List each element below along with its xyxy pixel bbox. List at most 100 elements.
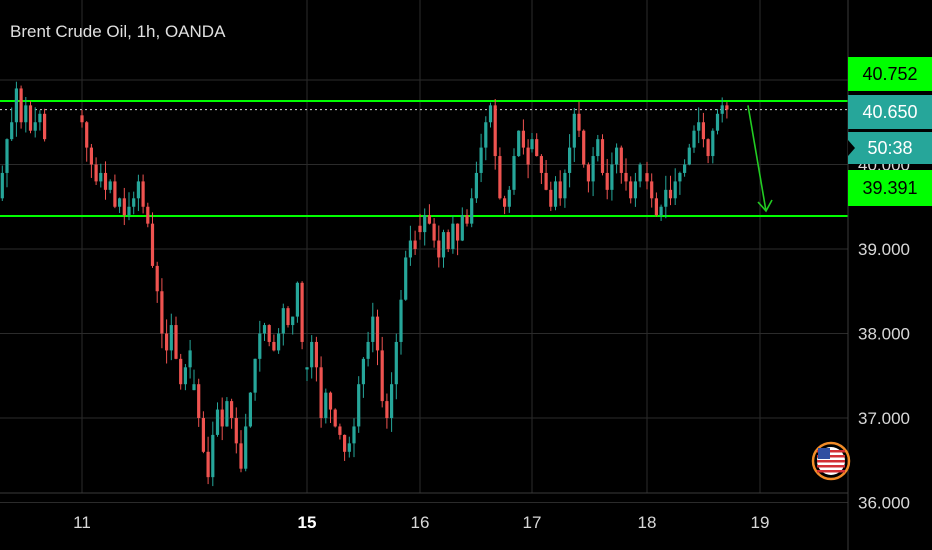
support-price-tag — [848, 170, 932, 206]
candle-body — [488, 105, 493, 123]
candle-body — [43, 113, 47, 140]
candle-body — [179, 358, 183, 385]
candle-body — [390, 384, 394, 418]
candle-body — [697, 122, 701, 131]
candle-body — [517, 130, 521, 157]
candle-body — [319, 367, 323, 418]
candle-body — [399, 299, 403, 342]
candle-body — [493, 105, 497, 157]
candle-body — [0, 172, 4, 199]
candle-body — [291, 316, 295, 326]
candle-body — [568, 147, 572, 173]
candle-body — [24, 105, 28, 123]
candle-body — [357, 384, 361, 427]
time-axis[interactable]: 11 15 16 17 18 19 — [73, 513, 769, 532]
candle-body — [295, 282, 299, 317]
candle-body — [248, 392, 252, 427]
candle-body — [678, 172, 682, 182]
down-arrow-annotation — [747, 105, 773, 213]
candle-body — [361, 358, 365, 385]
candle-body — [183, 367, 187, 385]
candle-body — [465, 215, 469, 224]
flag-stripe — [817, 455, 845, 458]
candle-body — [192, 384, 196, 391]
candle-body — [146, 206, 150, 224]
candle-body — [324, 392, 328, 418]
candle-body — [441, 232, 446, 258]
chart-title: Brent Crude Oil, 1h, OANDA — [10, 22, 226, 41]
x-tick-label: 18 — [638, 513, 657, 532]
candle-body — [150, 223, 155, 266]
candle-body — [169, 325, 173, 351]
candle-body — [460, 215, 464, 241]
candle-body — [605, 172, 609, 190]
candle-body — [394, 341, 398, 385]
candle-body — [347, 443, 351, 452]
candle-body — [591, 156, 595, 182]
support-price-tag-label: 39.391 — [862, 178, 917, 198]
candle-body — [211, 434, 215, 478]
candle-body — [610, 164, 614, 190]
candle-body — [596, 139, 600, 157]
x-tick-label: 16 — [411, 513, 430, 532]
candle-body — [310, 341, 314, 368]
candle-body — [366, 341, 370, 359]
candle-body — [418, 225, 422, 233]
candle-body — [619, 147, 623, 173]
candle-body — [408, 240, 412, 258]
flag-stripe — [817, 450, 845, 453]
candle-body — [234, 418, 238, 444]
candle-body — [155, 265, 159, 292]
last-price-tag-label: 40.650 — [862, 102, 917, 122]
candle-body — [615, 147, 619, 165]
candle-body — [549, 189, 553, 207]
x-tick-label: 15 — [298, 513, 317, 532]
candle-body — [577, 113, 581, 131]
candle-body — [333, 409, 337, 427]
candlestick-series — [0, 81, 729, 487]
candle-body — [28, 105, 33, 131]
candle-body — [474, 172, 478, 199]
candle-body — [668, 189, 673, 199]
us-flag-icon[interactable] — [811, 441, 851, 481]
candle-body — [206, 451, 210, 478]
candle-body — [432, 223, 436, 241]
price-tags: 40.752 40.650 50:38 39.391 — [848, 57, 932, 206]
flag-canton — [818, 448, 830, 459]
candle-body — [371, 316, 375, 342]
y-tick-label: 37.000 — [858, 409, 910, 428]
candle-body — [539, 156, 543, 173]
candle-body — [706, 139, 710, 157]
x-tick-label: 17 — [523, 513, 542, 532]
candle-body — [512, 156, 516, 190]
chart-grid — [0, 0, 848, 503]
candle-body — [132, 198, 136, 207]
candle-body — [272, 341, 276, 351]
candle-body — [122, 198, 126, 216]
candle-body — [456, 223, 460, 241]
candle-body — [253, 358, 257, 393]
candle-body — [225, 401, 229, 427]
flag-stripe — [817, 470, 845, 473]
candle-body — [683, 164, 687, 173]
candle-body — [664, 189, 668, 207]
candle-body — [305, 367, 309, 370]
flag-stripe — [817, 465, 845, 468]
candle-body — [258, 333, 262, 359]
candle-body — [14, 88, 18, 123]
candle-body — [484, 122, 488, 148]
candle-body — [281, 308, 285, 334]
candle-body — [375, 316, 380, 351]
candle-body — [521, 130, 525, 148]
candle-body — [5, 139, 9, 173]
candle-body — [638, 164, 642, 182]
countdown-tag — [848, 132, 932, 164]
candle-body — [328, 392, 333, 410]
candle-body — [654, 198, 658, 216]
candle-body — [633, 181, 637, 199]
x-tick-label: 19 — [751, 513, 770, 532]
candle-body — [239, 443, 243, 469]
flag-stripe — [817, 460, 845, 463]
